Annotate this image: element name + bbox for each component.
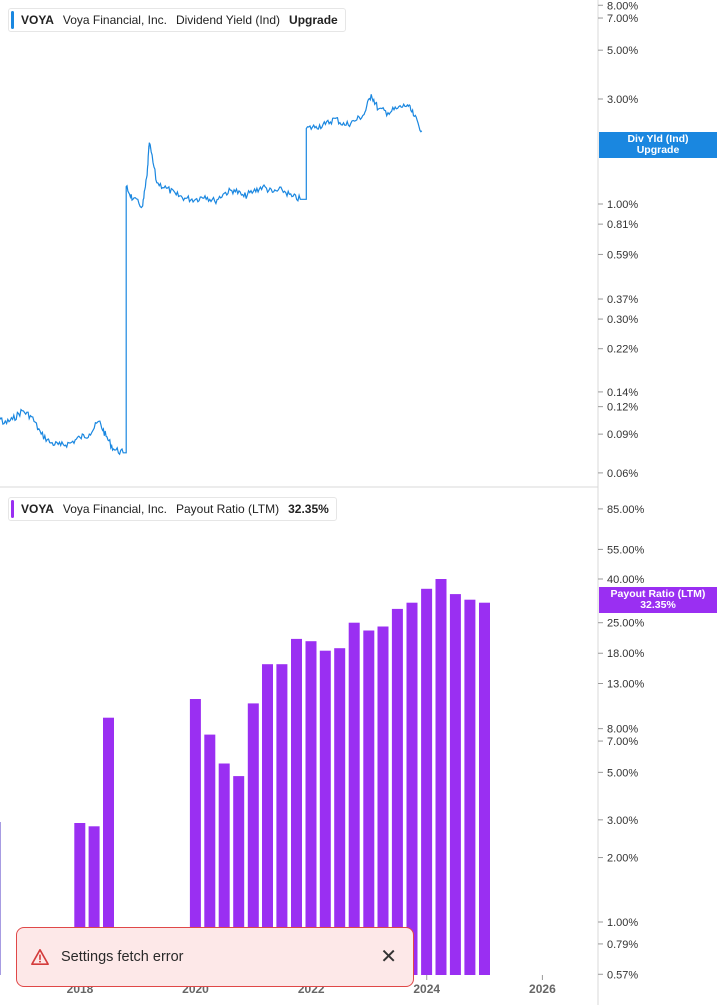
- payout-bar: [435, 579, 447, 975]
- axis-tick-label: 0.57%: [607, 969, 638, 981]
- payout-bar: [319, 650, 331, 975]
- axis-tick-label: 8.00%: [607, 0, 638, 12]
- payout-bar: [204, 734, 216, 975]
- axis-tick-label: 25.00%: [607, 618, 645, 630]
- yield-tag-value: Upgrade: [636, 144, 680, 156]
- axis-tick-label: 3.00%: [607, 94, 638, 106]
- axis-tick-label: 0.79%: [607, 939, 638, 951]
- payout-bar: [262, 664, 273, 975]
- axis-tick-label: 5.00%: [607, 767, 638, 779]
- payout-bar: [276, 664, 288, 975]
- payout-bar: [247, 703, 259, 975]
- payout-bar: [406, 602, 418, 975]
- payout-legend-value: 32.35%: [288, 502, 329, 516]
- yield-legend-color: [11, 11, 14, 29]
- yield-line-series: [0, 94, 423, 456]
- toast-message: Settings fetch error: [61, 949, 184, 965]
- yield-legend-metric: Dividend Yield (Ind): [175, 13, 281, 27]
- warning-icon: [31, 948, 49, 966]
- axis-tick-label: 7.00%: [607, 736, 638, 748]
- payout-legend-ticker: VOYA: [21, 502, 54, 516]
- payout-bar: [479, 602, 490, 975]
- axis-tick-label: 5.00%: [607, 45, 638, 57]
- payout-tag-title: Payout Ratio (LTM): [610, 588, 706, 600]
- axis-tick-label: 18.00%: [607, 648, 645, 660]
- payout-bar-series: [74, 579, 490, 975]
- yield-price-tag: Div Yld (Ind) Upgrade: [599, 132, 717, 158]
- payout-price-tag: Payout Ratio (LTM) 32.35%: [599, 587, 717, 613]
- axis-tick-label: 2.00%: [607, 853, 638, 865]
- payout-axis: 85.00% 55.00% 40.00% 25.00% 18.00% 13.00% 8.00…: [598, 504, 645, 981]
- upgrade-link[interactable]: Upgrade: [289, 13, 338, 27]
- axis-tick-label: 0.06%: [607, 468, 638, 480]
- time-tick-label: 2024: [413, 982, 440, 996]
- payout-bar: [233, 776, 245, 975]
- axis-tick-label: 0.37%: [607, 294, 638, 306]
- payout-bar: [391, 608, 403, 975]
- axis-tick-label: 7.00%: [607, 13, 638, 25]
- yield-legend-ticker: VOYA: [21, 13, 54, 27]
- payout-legend-company: Voya Financial, Inc.: [62, 502, 167, 516]
- axis-tick-label: 13.00%: [607, 679, 645, 691]
- yield-axis: 8.00%7.00% 5.00% 3.00% 1.00% 0.81% 0.59% 0.37%…: [598, 0, 638, 480]
- yield-tag-title: Div Yld (Ind): [627, 133, 689, 145]
- axis-tick-label: 0.14%: [607, 387, 638, 399]
- payout-legend-metric: Payout Ratio (LTM): [175, 502, 280, 516]
- axis-tick-label: 40.00%: [607, 574, 645, 586]
- axis-tick-label: 0.30%: [607, 314, 638, 326]
- axis-tick-label: 1.00%: [607, 917, 638, 929]
- payout-bar: [218, 763, 230, 975]
- payout-bar: [291, 638, 302, 975]
- axis-tick-label: 85.00%: [607, 504, 645, 516]
- yield-legend-company: Voya Financial, Inc.: [62, 13, 167, 27]
- close-icon[interactable]: ✕: [380, 946, 397, 968]
- payout-bar: [377, 626, 389, 975]
- payout-legend[interactable]: VOYA Voya Financial, Inc. Payout Ratio (…: [8, 497, 337, 521]
- axis-tick-label: 8.00%: [607, 724, 638, 736]
- payout-bar: [189, 699, 201, 975]
- payout-bar: [103, 717, 114, 975]
- axis-tick-label: 0.59%: [607, 249, 638, 261]
- payout-legend-color: [11, 500, 14, 518]
- axis-tick-label: 55.00%: [607, 544, 645, 556]
- payout-bar: [88, 826, 100, 975]
- payout-bar: [334, 648, 346, 975]
- axis-tick-label: 0.81%: [607, 219, 638, 231]
- payout-bar: [305, 641, 317, 975]
- payout-tag-value: 32.35%: [640, 599, 676, 611]
- axis-tick-label: 1.00%: [607, 199, 638, 211]
- payout-bar: [449, 594, 461, 975]
- axis-tick-label: 3.00%: [607, 815, 638, 827]
- axis-tick-label: 0.22%: [607, 344, 638, 356]
- yield-legend[interactable]: VOYA Voya Financial, Inc. Dividend Yield…: [8, 8, 346, 32]
- time-tick-label: 2026: [529, 982, 556, 996]
- payout-bar: [363, 630, 375, 975]
- axis-tick-label: 0.12%: [607, 402, 638, 414]
- payout-bar: [348, 622, 360, 975]
- yield-line: [0, 94, 423, 456]
- payout-bar: [464, 599, 476, 975]
- axis-tick-label: 0.09%: [607, 429, 638, 441]
- payout-bar: [74, 823, 86, 975]
- error-toast: Settings fetch error ✕: [16, 927, 414, 987]
- payout-bar: [421, 588, 433, 975]
